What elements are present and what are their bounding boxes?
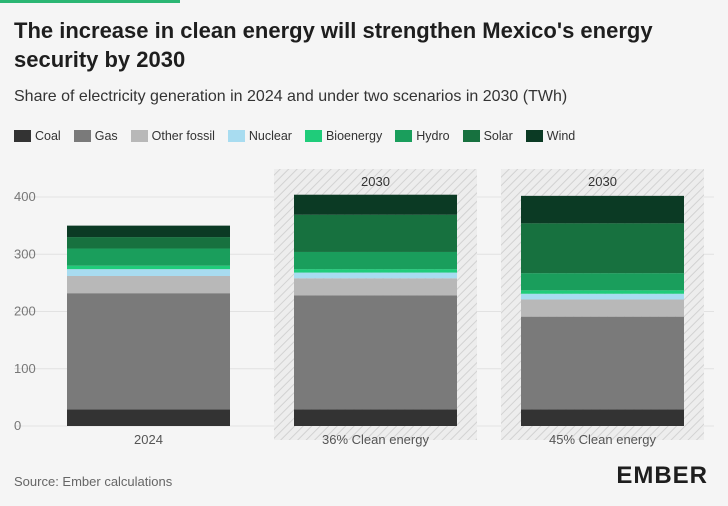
y-tick-label: 100 xyxy=(14,361,36,376)
y-tick-label: 0 xyxy=(14,418,21,433)
x-tick-label: 2024 xyxy=(134,432,163,447)
legend-swatch xyxy=(14,130,31,142)
bar-segment xyxy=(521,293,684,300)
bar-segment xyxy=(521,290,684,294)
bar-segment xyxy=(67,248,230,266)
bar-segment xyxy=(521,223,684,274)
y-tick-label: 400 xyxy=(14,189,36,204)
bar-segment xyxy=(294,214,457,252)
legend-item: Nuclear xyxy=(227,129,292,143)
legend-item: Solar xyxy=(462,129,513,143)
x-tick-label: 45% Clean energy xyxy=(549,432,656,447)
bar-segment xyxy=(67,269,230,277)
legend-swatch xyxy=(73,130,91,142)
legend-label: Coal xyxy=(35,129,61,143)
legend-item: Bioenergy xyxy=(304,129,383,143)
legend-label: Other fossil xyxy=(151,129,215,143)
legend-item: Other fossil xyxy=(130,129,215,143)
legend-swatch xyxy=(462,130,480,142)
stacked-bar-chart: 0 100 200 300 400 2030 2030 2024 36% Clean energ… xyxy=(14,169,714,447)
y-tick-label: 200 xyxy=(14,304,36,319)
legend-item: Hydro xyxy=(395,129,450,143)
bar-segment xyxy=(67,276,230,294)
bar-segment xyxy=(294,409,457,426)
legend-swatch xyxy=(395,130,413,142)
x-tick-label: 36% Clean energy xyxy=(322,432,429,447)
legend-label: Hydro xyxy=(416,129,450,143)
legend: Coal Gas Other fossil Nuclear Bioenergy Hydro… xyxy=(14,129,575,143)
legend-label: Wind xyxy=(546,129,576,143)
source-note: Source: Ember calculations xyxy=(14,474,173,489)
chart-subtitle: Share of electricity generation in 2024 … xyxy=(14,88,568,105)
legend-label: Gas xyxy=(94,129,118,143)
bar-segment xyxy=(521,299,684,317)
bar-segment xyxy=(294,269,457,273)
legend-item: Wind xyxy=(525,129,576,143)
legend-swatch xyxy=(525,130,543,142)
bar-segment xyxy=(521,316,684,410)
bar-segment xyxy=(521,273,684,291)
bar-segment xyxy=(521,195,684,224)
legend-item: Gas xyxy=(73,129,118,143)
bar-segment xyxy=(67,293,230,410)
bar-segment xyxy=(521,409,684,426)
accent-bar xyxy=(0,0,180,3)
legend-label: Bioenergy xyxy=(325,129,383,143)
legend-item: Coal xyxy=(14,129,61,143)
legend-swatch xyxy=(304,130,322,142)
bar-segment xyxy=(294,278,457,296)
bar-segment xyxy=(294,295,457,410)
legend-swatch xyxy=(130,130,148,142)
bar-segment xyxy=(67,225,230,238)
legend-label: Nuclear xyxy=(248,129,292,143)
ember-logo: EMBER xyxy=(616,462,708,489)
bar-segment xyxy=(294,194,457,215)
panel-label: 2030 xyxy=(588,174,617,189)
legend-swatch xyxy=(227,130,245,142)
bar-segment xyxy=(294,251,457,270)
bar-segment xyxy=(294,272,457,279)
bar-segment xyxy=(67,265,230,270)
bar-segment xyxy=(67,409,230,426)
y-tick-label: 300 xyxy=(14,246,36,261)
bar-segment xyxy=(67,237,230,249)
panel-label: 2030 xyxy=(361,174,390,189)
legend-label: Solar xyxy=(483,129,513,143)
chart-title: The increase in clean energy will streng… xyxy=(14,18,653,72)
